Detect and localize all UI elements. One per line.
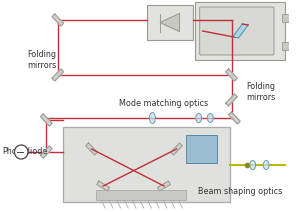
- Circle shape: [14, 145, 28, 159]
- Polygon shape: [52, 14, 64, 26]
- Polygon shape: [149, 113, 155, 124]
- Bar: [63, 127, 230, 202]
- Polygon shape: [207, 113, 213, 123]
- Bar: [186, 135, 217, 163]
- Polygon shape: [263, 160, 269, 170]
- FancyBboxPatch shape: [200, 7, 274, 55]
- Bar: [195, 2, 285, 60]
- Polygon shape: [40, 114, 52, 126]
- Polygon shape: [171, 143, 182, 155]
- Polygon shape: [226, 69, 237, 81]
- Bar: [282, 14, 290, 22]
- Polygon shape: [52, 69, 64, 81]
- Polygon shape: [40, 146, 52, 158]
- Polygon shape: [250, 160, 256, 170]
- Polygon shape: [97, 181, 110, 191]
- Text: Folding
mirrors: Folding mirrors: [27, 50, 56, 70]
- Polygon shape: [158, 181, 170, 191]
- Bar: [147, 5, 193, 40]
- Polygon shape: [226, 94, 237, 106]
- Polygon shape: [160, 14, 179, 32]
- Polygon shape: [196, 113, 202, 123]
- Bar: [282, 42, 290, 50]
- Polygon shape: [233, 24, 248, 38]
- Polygon shape: [86, 143, 98, 155]
- Bar: [97, 190, 186, 200]
- Polygon shape: [229, 112, 240, 124]
- Text: Photodiode: Photodiode: [2, 148, 47, 156]
- Text: Folding
mirrors: Folding mirrors: [246, 82, 275, 102]
- Text: Mode matching optics: Mode matching optics: [119, 99, 208, 108]
- Text: Beam shaping optics: Beam shaping optics: [198, 187, 282, 197]
